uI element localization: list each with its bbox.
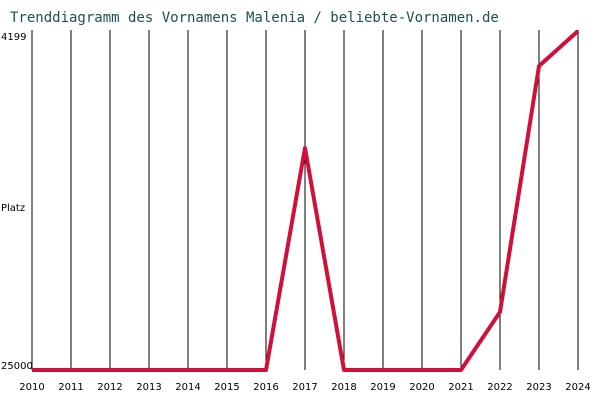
x-tick-label: 2010 — [19, 382, 44, 393]
x-tick-label: 2017 — [292, 382, 317, 393]
x-tick-label: 2022 — [487, 382, 512, 393]
data-line — [32, 29, 580, 372]
y-tick-label: 4199 — [1, 32, 26, 43]
x-tick-label: 2012 — [97, 382, 122, 393]
y-axis-label: Platz — [1, 203, 25, 214]
y-tick-label: 25000 — [1, 361, 33, 372]
x-tick-label: 2019 — [370, 382, 395, 393]
x-tick-label: 2013 — [136, 382, 161, 393]
x-tick-label: 2014 — [175, 382, 200, 393]
x-tick-label: 2021 — [448, 382, 473, 393]
x-tick-label: 2020 — [409, 382, 434, 393]
x-tick-label: 2023 — [526, 382, 551, 393]
chart-title: Trenddiagramm des Vornamens Malenia / be… — [10, 10, 499, 26]
x-tick-label: 2024 — [565, 382, 590, 393]
x-tick-label: 2011 — [58, 382, 83, 393]
x-tick-label: 2015 — [214, 382, 239, 393]
x-tick-label: 2018 — [331, 382, 356, 393]
x-tick-label: 2016 — [253, 382, 278, 393]
